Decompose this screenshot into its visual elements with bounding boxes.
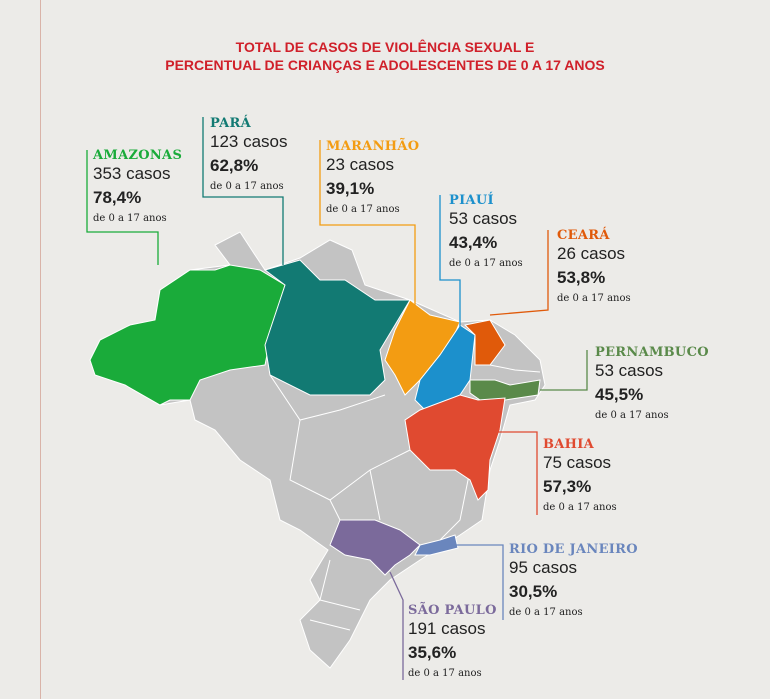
margin-rule	[40, 0, 41, 699]
cases: 53 casos	[449, 209, 518, 228]
percent: 35,6%	[408, 643, 457, 662]
state-para[interactable]	[263, 259, 411, 396]
percent: 43,4%	[449, 233, 498, 252]
state-name: PERNAMBUCO	[595, 345, 709, 360]
state-name: BAHIA	[543, 437, 595, 452]
state-pernambuco[interactable]	[469, 379, 541, 401]
label-para: PARÁ 123 casos 62,8% de 0 a 17 anos	[210, 116, 288, 195]
state-name: PARÁ	[210, 116, 252, 131]
leader-sao-paulo	[389, 571, 404, 680]
cases: 75 casos	[543, 453, 612, 472]
cases: 123 casos	[210, 132, 288, 151]
percent: 57,3%	[543, 477, 592, 496]
label-bahia: BAHIA 75 casos 57,3% de 0 a 17 anos	[543, 437, 617, 516]
age-range: de 0 a 17 anos	[509, 607, 583, 618]
leader-rio	[455, 544, 504, 620]
state-rio-de-janeiro[interactable]	[414, 534, 459, 556]
state-name: PIAUÍ	[449, 193, 494, 208]
internal-borders	[269, 364, 541, 631]
label-pernambuco: PERNAMBUCO 53 casos 45,5% de 0 a 17 anos	[595, 345, 709, 424]
state-sao-paulo[interactable]	[329, 519, 421, 576]
label-rio-de-janeiro: RIO DE JANEIRO 95 casos 30,5% de 0 a 17 …	[509, 542, 638, 621]
age-range: de 0 a 17 anos	[93, 213, 167, 224]
label-amazonas: AMAZONAS 353 casos 78,4% de 0 a 17 anos	[93, 148, 182, 227]
percent: 53,8%	[557, 268, 606, 287]
cases: 53 casos	[595, 361, 664, 380]
leader-maranhao	[319, 140, 416, 310]
percent: 62,8%	[210, 156, 259, 175]
leader-lines	[86, 117, 588, 680]
age-range: de 0 a 17 anos	[543, 502, 617, 513]
age-range: de 0 a 17 anos	[449, 258, 523, 269]
state-name: AMAZONAS	[93, 148, 183, 163]
percent: 39,1%	[326, 179, 375, 198]
leader-amazonas	[86, 150, 159, 265]
cases: 191 casos	[408, 619, 486, 638]
title-line-1: TOTAL DE CASOS DE VIOLÊNCIA SEXUAL E	[235, 39, 535, 55]
label-ceara: CEARÁ 26 casos 53,8% de 0 a 17 anos	[557, 228, 631, 307]
leader-ceara	[489, 230, 549, 316]
title-line-2: PERCENTUAL DE CRIANÇAS E ADOLESCENTES DE…	[165, 57, 605, 73]
state-name: SÃO PAULO	[408, 603, 497, 618]
percent: 78,4%	[93, 188, 142, 207]
percent: 30,5%	[509, 582, 558, 601]
cases: 353 casos	[93, 164, 171, 183]
state-name: RIO DE JANEIRO	[509, 542, 638, 557]
leader-pernambuco	[540, 350, 588, 391]
cases: 23 casos	[326, 155, 395, 174]
leader-piaui	[439, 195, 461, 330]
percent: 45,5%	[595, 385, 644, 404]
age-range: de 0 a 17 anos	[210, 181, 284, 192]
age-range: de 0 a 17 anos	[408, 668, 482, 679]
leader-bahia	[490, 431, 538, 515]
state-name: CEARÁ	[557, 228, 610, 243]
leader-para	[202, 117, 284, 265]
label-piaui: PIAUÍ 53 casos 43,4% de 0 a 17 anos	[449, 193, 523, 272]
state-bahia[interactable]	[404, 394, 506, 501]
age-range: de 0 a 17 anos	[557, 293, 631, 304]
cases: 95 casos	[509, 558, 578, 577]
age-range: de 0 a 17 anos	[595, 410, 669, 421]
state-name: MARANHÃO	[326, 139, 420, 154]
age-range: de 0 a 17 anos	[326, 204, 400, 215]
state-ceara[interactable]	[463, 319, 506, 366]
cases: 26 casos	[557, 244, 626, 263]
label-sao-paulo: SÃO PAULO 191 casos 35,6% de 0 a 17 anos	[408, 603, 497, 682]
label-maranhao: MARANHÃO 23 casos 39,1% de 0 a 17 anos	[326, 139, 419, 218]
